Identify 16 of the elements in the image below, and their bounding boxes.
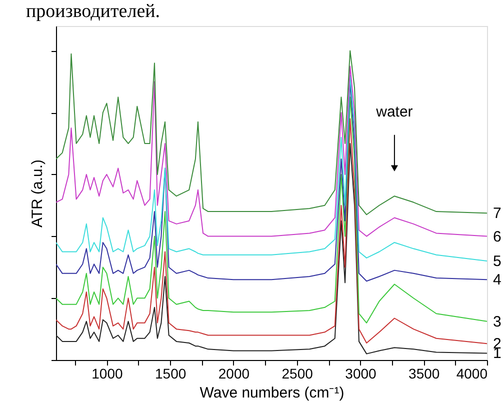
x-tick-label: 1500 xyxy=(155,366,186,382)
series-label: 3 xyxy=(493,313,502,330)
series-label: 5 xyxy=(493,253,502,270)
series-label: 7 xyxy=(493,205,502,222)
x-tick-label: 3000 xyxy=(345,366,377,382)
series-label: 6 xyxy=(493,228,502,246)
y-axis-title: ATR (a.u.) xyxy=(29,159,46,228)
annotation: water xyxy=(375,103,413,120)
x-axis-title: Wave numbers (cm⁻¹) xyxy=(200,384,344,402)
series-label: 4 xyxy=(493,272,502,289)
x-tick-label: 2000 xyxy=(218,366,250,382)
text: производителей. xyxy=(26,1,160,22)
x-tick-label: 4000 xyxy=(456,366,488,382)
x-tick-label: 1000 xyxy=(92,366,123,382)
x-tick-label: 2500 xyxy=(282,366,314,382)
x-tick-label: 3500 xyxy=(408,366,440,382)
